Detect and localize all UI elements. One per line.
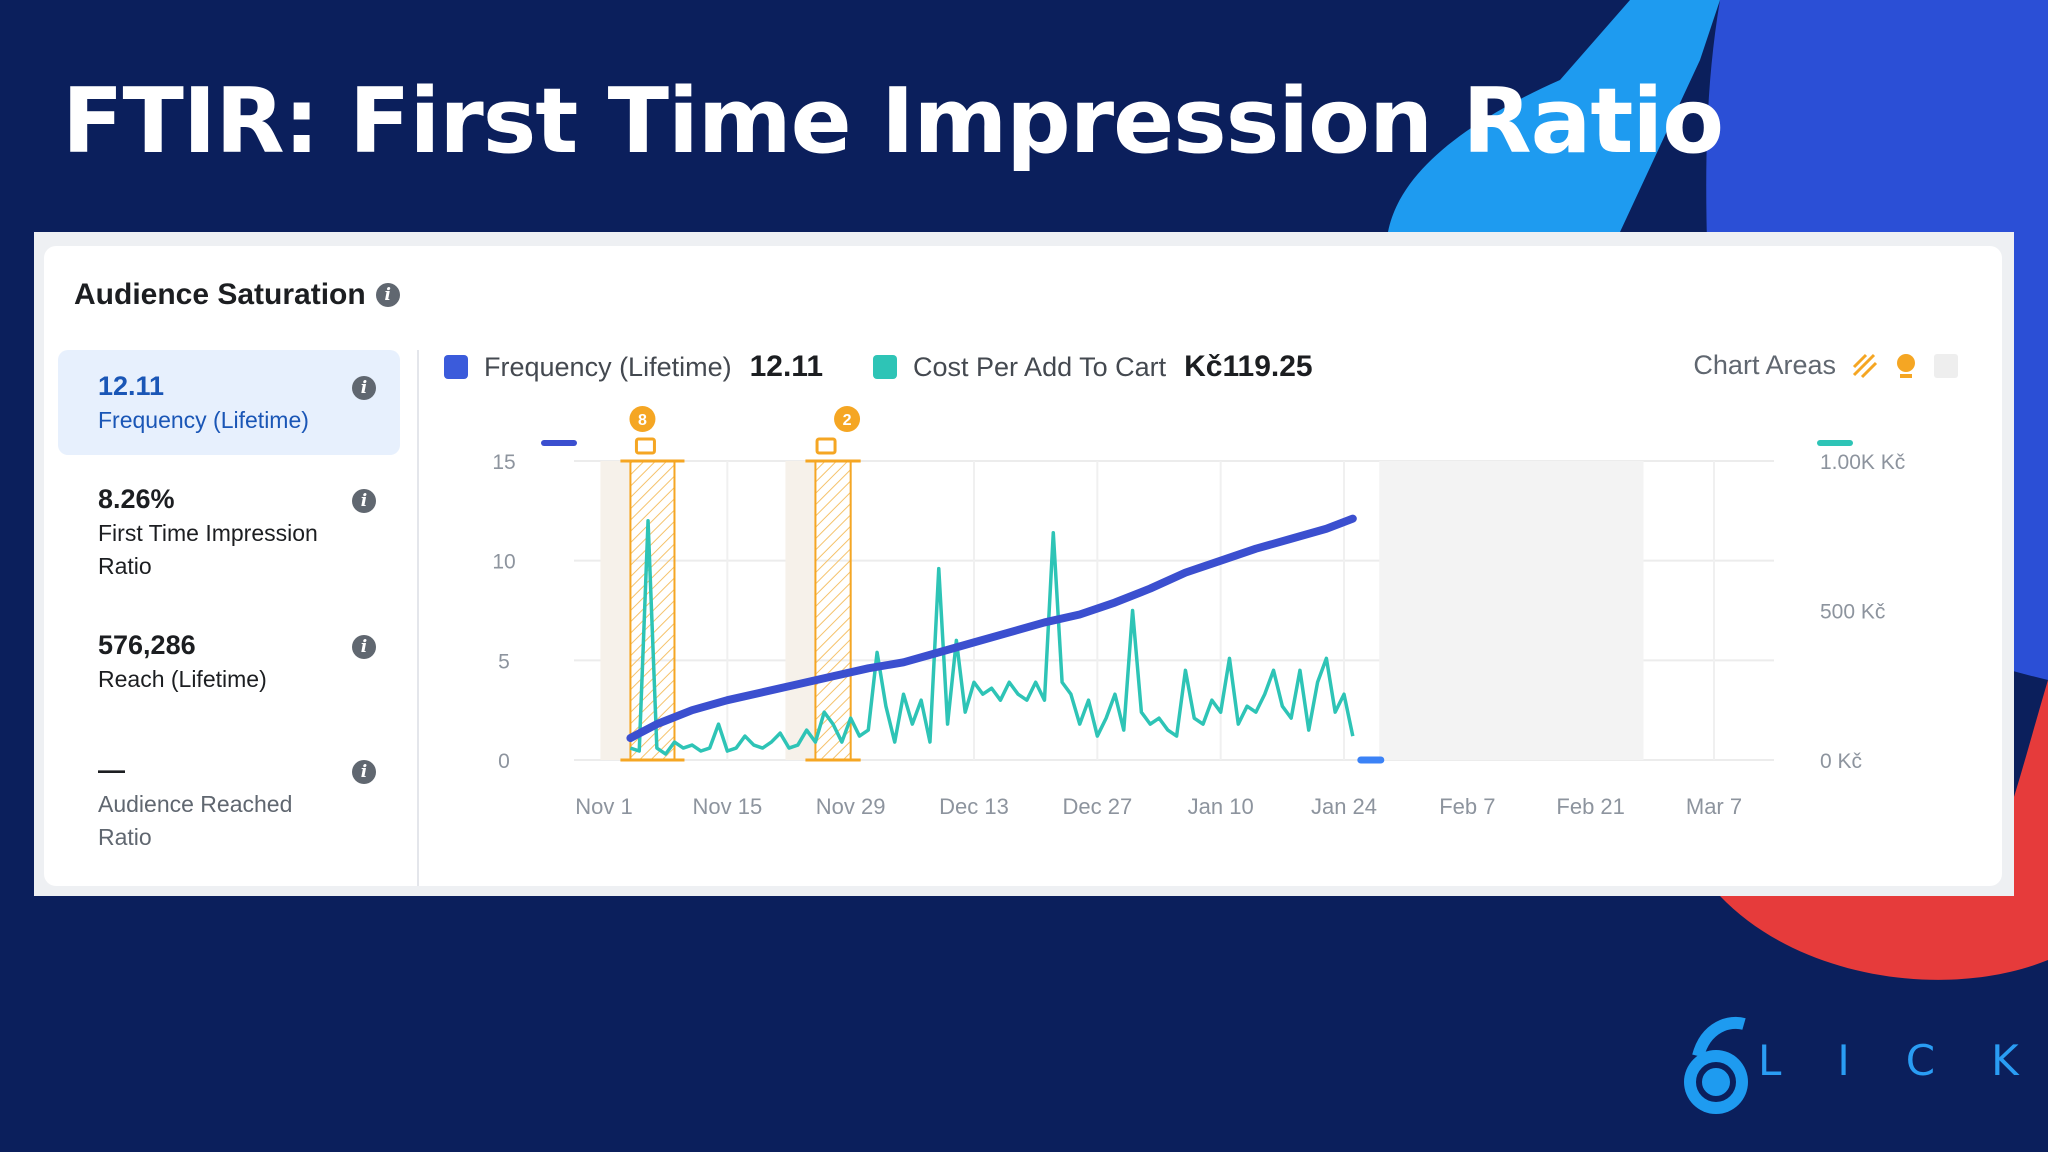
logo-circle xyxy=(1684,1050,1748,1114)
annotation-badge xyxy=(834,406,861,432)
red-blob-shape xyxy=(1720,680,2048,980)
card-title: Audience Saturation i xyxy=(74,278,400,312)
metric-frequency[interactable]: 12.11 Frequency (Lifetime) i xyxy=(58,350,400,455)
future-shaded-area xyxy=(1379,461,1644,760)
left-tick-label: 15 xyxy=(492,451,515,474)
metric-value: — xyxy=(98,755,125,785)
metric-label: Reach (Lifetime) xyxy=(98,666,267,692)
metric-value: 8.26% xyxy=(98,484,175,514)
logo-c xyxy=(1696,1062,1736,1102)
right-tick-label: 1.00K Kč xyxy=(1820,451,1905,474)
annotation-badge-label: 2 xyxy=(843,412,852,429)
slide-title: FTIR: First Time Impression Ratio xyxy=(62,69,1724,174)
legend-frequency-label: Frequency (Lifetime) xyxy=(484,351,732,382)
annotation-shade xyxy=(600,461,631,760)
chart-legend: Frequency (Lifetime) 12.11 Cost Per Add … xyxy=(444,350,1363,384)
x-tick-label: Dec 27 xyxy=(1062,794,1132,819)
x-tick-label: Dec 13 xyxy=(939,794,1009,819)
annotation-badge xyxy=(629,406,656,432)
metric-first-time-impression-ratio[interactable]: 8.26% First Time Impression Ratio i xyxy=(58,463,400,601)
x-tick-label: Nov 29 xyxy=(816,794,886,819)
metric-label: First Time Impression Ratio xyxy=(98,520,318,579)
chart-areas-label: Chart Areas xyxy=(1693,350,1836,380)
right-axis-ticks: 1.00K Kč 500 Kč 0 Kč xyxy=(1817,440,1905,773)
metric-value: 12.11 xyxy=(98,371,165,401)
left-axis-ticks: 15 10 5 0 xyxy=(492,440,577,773)
info-icon[interactable]: i xyxy=(352,635,376,659)
annotation-shade xyxy=(785,461,816,760)
blue-swoosh-shape xyxy=(1388,0,1720,232)
x-tick-label: Nov 15 xyxy=(692,794,762,819)
right-tick-label: 0 Kč xyxy=(1820,750,1862,773)
clickz-logo xyxy=(1684,1016,1748,1114)
pin-icon[interactable] xyxy=(1894,352,1918,380)
cost-per-add-to-cart-line xyxy=(629,519,1355,756)
metric-label: Audience Reached Ratio xyxy=(98,791,293,850)
info-icon[interactable]: i xyxy=(352,489,376,513)
x-axis-ticks: Nov 1 Nov 15 Nov 29 Dec 13 Dec 27 Jan 10 Jan 2… xyxy=(575,794,1742,819)
metric-audience-reached-ratio[interactable]: — Audience Reached Ratio i xyxy=(58,734,400,872)
metric-reach[interactable]: 576,286 Reach (Lifetime) i xyxy=(58,609,400,714)
info-icon[interactable]: i xyxy=(375,283,400,307)
x-tick-label: Mar 7 xyxy=(1686,794,1742,819)
x-tick-label: Jan 24 xyxy=(1311,794,1377,819)
left-tick-label: 10 xyxy=(492,551,515,574)
legend-frequency-value: 12.11 xyxy=(749,350,824,383)
metric-label: Frequency (Lifetime) xyxy=(98,407,309,433)
hatched-area-icon[interactable] xyxy=(1852,353,1878,379)
x-tick-label: Feb 7 xyxy=(1439,794,1495,819)
legend-cost-label: Cost Per Add To Cart xyxy=(913,351,1167,382)
frequency-line xyxy=(626,514,1357,743)
x-tick-label: Jan 10 xyxy=(1188,794,1254,819)
card-title-text: Audience Saturation xyxy=(74,278,366,311)
panel-divider xyxy=(417,350,419,886)
logo-letters: LICKZ xyxy=(1758,1036,2021,1085)
dashboard-screenshot: Audience Saturation i 12.11 Frequency (L… xyxy=(34,232,2014,896)
right-tick-label: 500 Kč xyxy=(1820,601,1885,624)
info-icon[interactable]: i xyxy=(352,376,376,400)
left-tick-label: 5 xyxy=(498,650,510,673)
frequency-swatch xyxy=(444,355,468,379)
left-tick-label: 0 xyxy=(498,750,510,773)
chart-series xyxy=(626,514,1385,764)
logo-tail xyxy=(1692,1016,1746,1058)
x-tick-label: Feb 21 xyxy=(1556,794,1625,819)
legend-cost-value: Kč119.25 xyxy=(1184,350,1313,383)
chart-areas-control[interactable]: Chart Areas xyxy=(1693,350,1958,381)
annotation-hatched-area xyxy=(814,460,852,761)
annotation-badge-label: 8 xyxy=(638,412,647,429)
annotation-marker-icon xyxy=(815,437,837,455)
cost-swatch xyxy=(873,355,898,379)
info-icon[interactable]: i xyxy=(352,760,376,784)
shaded-area-icon[interactable] xyxy=(1934,353,1958,378)
metric-value: 576,286 xyxy=(98,630,196,660)
x-tick-label: Nov 1 xyxy=(575,794,632,819)
metrics-list: 12.11 Frequency (Lifetime) i 8.26% First… xyxy=(58,350,400,872)
annotation-marker-icon xyxy=(634,437,656,455)
audience-saturation-card: Audience Saturation i 12.11 Frequency (L… xyxy=(44,246,2002,886)
